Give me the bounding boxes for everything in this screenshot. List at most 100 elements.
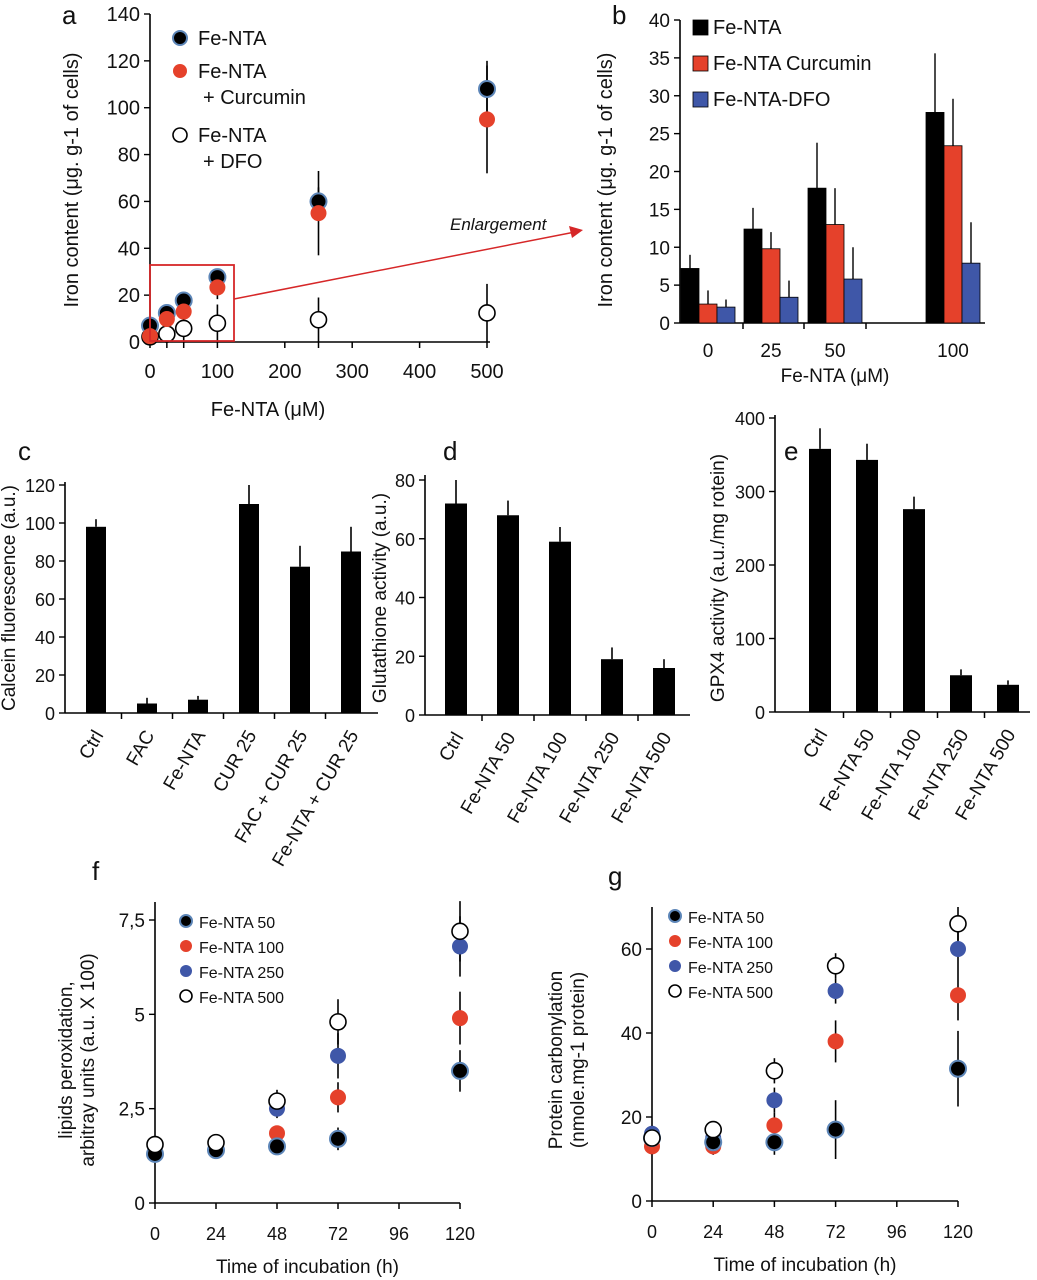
- legend-marker: [179, 914, 193, 928]
- y-tick-label: 15: [649, 200, 670, 221]
- data-point-white: [329, 1013, 347, 1031]
- legend-label: Fe-NTA 100: [199, 940, 284, 957]
- data-point-red: [158, 311, 175, 328]
- bar-red: [825, 224, 845, 324]
- y-tick-label: 0: [129, 332, 140, 354]
- data-point-red: [827, 1033, 844, 1050]
- y-axis-label: lipids peroxidation,: [56, 981, 77, 1138]
- data-point-red: [310, 205, 327, 222]
- data-point-white: [207, 1133, 225, 1152]
- panel-label: b: [612, 0, 626, 30]
- bar-red: [943, 145, 963, 324]
- y-axis-label: Glutathione activity (a.u.): [370, 493, 391, 703]
- data-point-red: [209, 279, 226, 296]
- x-axis-label: Fe-NTA (μM): [781, 366, 890, 387]
- bar-black: [807, 187, 827, 324]
- enlargement-label: Enlargement: [450, 215, 548, 234]
- y-tick-label: 5: [134, 1005, 145, 1026]
- legend-label: Fe-NTA 250: [688, 960, 773, 977]
- data-point-red: [452, 1010, 468, 1027]
- y-axis-label: (nmole.mg-1 protein): [568, 972, 589, 1148]
- y-tick-label: 100: [25, 514, 55, 534]
- y-tick-label: 60: [621, 940, 642, 961]
- y-tick-label: 0: [659, 314, 670, 335]
- legend-marker: [669, 935, 681, 947]
- legend-label: + Curcumin: [203, 87, 306, 109]
- y-tick-label: 20: [621, 1108, 642, 1129]
- y-tick-label: 40: [649, 11, 670, 32]
- legend-label: Fe-NTA-DFO: [713, 89, 830, 111]
- y-tick-label: 5: [659, 276, 670, 297]
- x-tick-label: 0: [150, 1224, 160, 1244]
- y-tick-label: 40: [118, 238, 140, 260]
- y-tick-label: 60: [35, 590, 55, 610]
- x-tick-label: 100: [201, 361, 234, 383]
- y-tick-label: 0: [134, 1194, 145, 1215]
- y-tick-label: 0: [631, 1192, 642, 1213]
- y-tick-label: 0: [755, 703, 765, 723]
- panel-label: c: [18, 436, 31, 466]
- bar-red: [698, 303, 718, 324]
- x-tick-label: Ctrl: [435, 729, 468, 765]
- y-tick-label: 35: [649, 49, 670, 70]
- y-tick-label: 60: [395, 530, 415, 550]
- data-point-white: [949, 914, 967, 933]
- legend-label: Fe-NTA 250: [199, 965, 284, 982]
- bar-blue: [843, 278, 863, 324]
- data-point-white: [309, 310, 328, 329]
- y-tick-label: 300: [735, 483, 765, 503]
- y-tick-label: 400: [735, 409, 765, 429]
- bar: [137, 703, 157, 713]
- legend-label: Fe-NTA 50: [688, 910, 764, 927]
- y-tick-label: 0: [405, 706, 415, 726]
- data-point-white: [268, 1092, 286, 1110]
- y-axis-label: Iron content (μg. g-1 of cells): [595, 53, 617, 308]
- y-tick-label: 10: [649, 238, 670, 259]
- y-tick-label: 7,5: [119, 911, 145, 932]
- bar: [809, 448, 831, 712]
- bar: [290, 566, 310, 713]
- bar-black: [925, 112, 945, 324]
- enlargement-arrow: [233, 231, 576, 300]
- bar: [653, 668, 675, 715]
- legend-marker: [172, 30, 188, 46]
- x-tick-label: 72: [826, 1222, 846, 1242]
- x-axis-label: Time of incubation (h): [713, 1255, 896, 1276]
- panel-label: g: [608, 861, 622, 891]
- x-tick-label: 24: [703, 1222, 723, 1242]
- legend-marker: [180, 940, 192, 952]
- x-tick-label: 0: [703, 341, 714, 362]
- data-point-white: [704, 1120, 723, 1139]
- y-tick-label: 2,5: [119, 1100, 145, 1121]
- arrowhead-icon: [569, 226, 583, 238]
- legend-label: Fe-NTA: [713, 17, 782, 39]
- panel-label: d: [443, 436, 457, 466]
- x-tick-label: 0: [647, 1222, 657, 1242]
- bar-blue: [779, 296, 799, 324]
- legend-label: Fe-NTA 50: [199, 915, 275, 932]
- y-tick-label: 40: [621, 1024, 642, 1045]
- x-tick-label: 400: [403, 361, 436, 383]
- y-tick-label: 80: [35, 552, 55, 572]
- x-tick-label: FAC: [123, 727, 160, 770]
- data-point-blue: [330, 1047, 346, 1064]
- data-point-black: [329, 1129, 347, 1148]
- y-tick-label: 40: [35, 628, 55, 648]
- x-tick-label: 96: [887, 1222, 907, 1242]
- enlargement-box: [149, 264, 235, 342]
- y-tick-label: 140: [107, 4, 140, 26]
- x-tick-label: 120: [445, 1224, 475, 1244]
- data-point-red: [766, 1117, 783, 1134]
- data-point-white: [765, 1062, 784, 1080]
- bar: [341, 551, 361, 713]
- legend-marker: [180, 965, 192, 977]
- bar: [903, 509, 925, 712]
- legend-marker: [668, 984, 682, 998]
- data-point-black: [268, 1137, 286, 1156]
- data-point-red: [269, 1125, 285, 1142]
- x-axis-label: Time of incubation (h): [216, 1257, 399, 1278]
- bar: [601, 659, 623, 715]
- x-tick-label: 200: [268, 361, 301, 383]
- y-axis-label: Protein carbonylation: [546, 971, 567, 1150]
